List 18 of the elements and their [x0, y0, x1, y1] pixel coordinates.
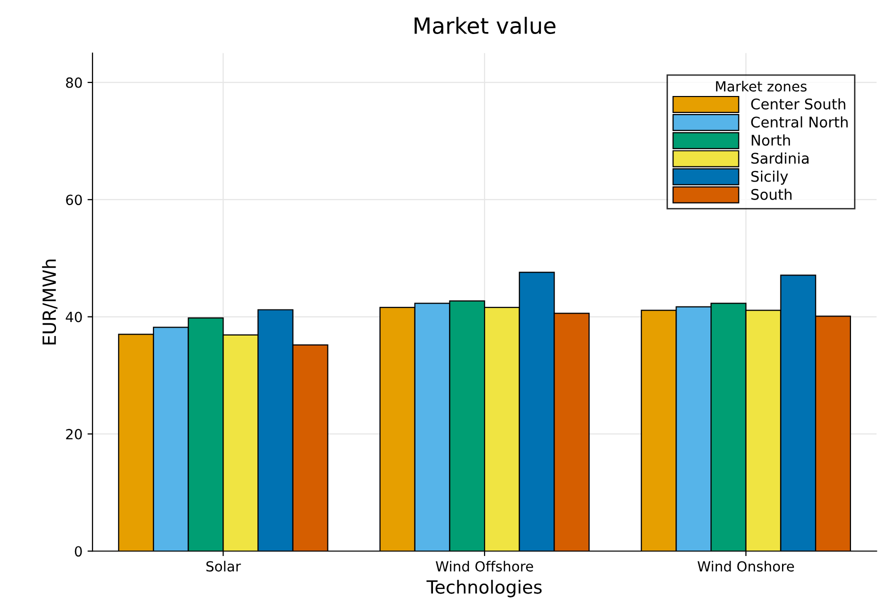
y-tick-label: 80	[66, 77, 82, 88]
x-tick-label: Wind Onshore	[698, 560, 794, 572]
x-tick-label: Solar	[206, 560, 241, 572]
y-tick-label: 0	[74, 546, 82, 557]
chart-title: Market value	[414, 16, 556, 34]
y-axis-title: EUR/MWh	[42, 260, 58, 344]
x-axis-title: Technologies	[426, 580, 542, 598]
legend-label: Central North	[751, 116, 848, 128]
legend-label: South	[751, 188, 792, 200]
y-tick-label: 20	[66, 428, 82, 440]
y-tick-label: 40	[66, 312, 82, 322]
y-tick-label: 60	[66, 194, 82, 206]
legend-label: North	[752, 134, 790, 146]
legend-label: Center South	[751, 98, 846, 110]
legend-title: Market zones	[716, 80, 807, 92]
x-tick-label: Wind Offshore	[436, 560, 534, 572]
legend-label: Sardinia	[751, 152, 809, 164]
legend-label: Sicily	[751, 170, 788, 185]
